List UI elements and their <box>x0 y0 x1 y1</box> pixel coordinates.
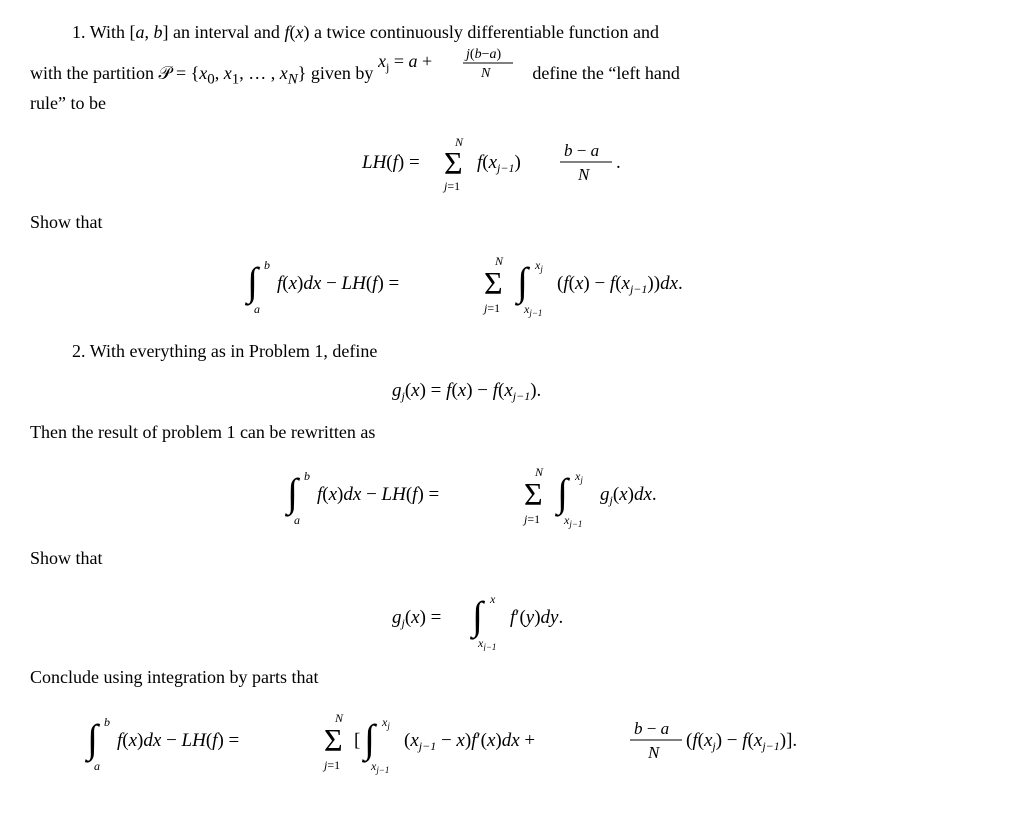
svg-text:(xj−1 − x)f′(x)dx +: (xj−1 − x)f′(x)dx + <box>404 730 535 753</box>
svg-text:j=1: j=1 <box>322 758 340 772</box>
svg-text:xj: xj <box>534 258 543 274</box>
svg-text:xj−1: xj−1 <box>477 636 496 651</box>
p1-show-that: Show that <box>30 210 994 235</box>
svg-text:f′(y)dy.: f′(y)dy. <box>510 607 563 628</box>
p2-show-that: Show that <box>30 546 994 571</box>
partition-P: 𝒫 = {x0, x1, … , xN} <box>158 63 306 83</box>
svg-text:∫: ∫ <box>469 593 486 640</box>
svg-text:∫: ∫ <box>554 470 571 517</box>
svg-text:LH(f) =: LH(f) = <box>361 152 420 173</box>
svg-text:xj: xj <box>574 469 583 485</box>
p1-given-by: given by <box>311 63 378 83</box>
svg-text:a: a <box>94 759 100 773</box>
svg-text:xj = a +: xj = a + <box>378 51 432 74</box>
interval: [a, b] <box>129 22 168 42</box>
p2-rewrite-text: Then the result of problem 1 can be rewr… <box>30 420 994 445</box>
svg-text:a: a <box>254 302 260 316</box>
svg-text:f(x)dx − LH(f) =: f(x)dx − LH(f) = <box>277 273 399 294</box>
svg-text:j(b−a): j(b−a) <box>464 47 501 62</box>
svg-text:N: N <box>647 743 661 762</box>
lh-def-display: LH(f) = N Σ j=1 f(xj−1) b − a N . <box>30 126 994 196</box>
fx: f(x) <box>284 22 309 42</box>
svg-text:∫: ∫ <box>284 470 301 517</box>
svg-text:gj(x) =: gj(x) = <box>392 607 441 630</box>
p2-intro-text: With everything as in Problem 1, define <box>90 341 378 361</box>
svg-text:xj−1: xj−1 <box>370 759 389 775</box>
p1-rule-to-be: rule” to be <box>30 93 106 113</box>
svg-text:x: x <box>489 592 496 606</box>
xj-def-inline: xj = a + j(b−a) N <box>378 63 533 83</box>
p1-text-b: an interval and <box>173 22 284 42</box>
svg-text:∫: ∫ <box>514 259 531 306</box>
problem1-intro: 1. With [a, b] an interval and f(x) a tw… <box>30 20 994 116</box>
svg-text:b − a: b − a <box>564 141 599 160</box>
problem2-number: 2. <box>72 341 86 361</box>
final-eq-display: ∫ b a f(x)dx − LH(f) = N Σ j=1 [ ∫ xj xj… <box>30 700 994 780</box>
problem2-intro: 2. With everything as in Problem 1, defi… <box>30 339 994 364</box>
svg-text:Σ: Σ <box>484 265 503 301</box>
p1-identity-display: ∫ b a f(x)dx − LH(f) = N Σ j=1 ∫ xj xj−1… <box>30 245 994 321</box>
svg-text:(f(x) − f(xj−1))dx.: (f(x) − f(xj−1))dx. <box>557 273 683 296</box>
svg-text:b: b <box>304 469 310 483</box>
svg-text:b: b <box>264 258 270 272</box>
svg-text:Σ: Σ <box>524 476 543 512</box>
svg-text:(f(xj) − f(xj−1)].: (f(xj) − f(xj−1)]. <box>686 730 797 753</box>
svg-text:a: a <box>294 513 300 527</box>
p1-text-c: a twice continuously differentiable func… <box>314 22 659 42</box>
p2-rewrite-display: ∫ b a f(x)dx − LH(f) = N Σ j=1 ∫ xj xj−1… <box>30 456 994 532</box>
svg-text:∫: ∫ <box>84 716 101 763</box>
svg-text:f(xj−1): f(xj−1) <box>477 152 521 175</box>
svg-text:∫: ∫ <box>244 259 261 306</box>
svg-text:N: N <box>480 66 491 79</box>
svg-text:[: [ <box>354 730 360 751</box>
p1-text-a: With <box>90 22 130 42</box>
svg-text:j=1: j=1 <box>442 179 460 193</box>
svg-text:Σ: Σ <box>444 145 463 181</box>
svg-text:b − a: b − a <box>634 719 669 738</box>
problem1-number: 1. <box>72 22 86 42</box>
p1-line2a: with the partition <box>30 63 158 83</box>
svg-text:∫: ∫ <box>361 716 378 763</box>
svg-text:j=1: j=1 <box>482 301 500 315</box>
p2-conclude-text: Conclude using integration by parts that <box>30 665 994 690</box>
gj-def-display: gj(x) = f(x) − f(xj−1). <box>30 374 994 406</box>
svg-text:f(x)dx − LH(f) =: f(x)dx − LH(f) = <box>117 730 239 751</box>
svg-text:b: b <box>104 715 110 729</box>
svg-text:f(x)dx − LH(f) =: f(x)dx − LH(f) = <box>317 484 439 505</box>
svg-text:gj(x) = f(x) − f(xj−1).: gj(x) = f(x) − f(xj−1). <box>392 380 541 403</box>
svg-text:N: N <box>577 165 591 184</box>
svg-text:.: . <box>616 152 621 173</box>
svg-text:gj(x)dx.: gj(x)dx. <box>600 484 657 507</box>
svg-text:Σ: Σ <box>324 722 343 758</box>
p1-define: define the “left hand <box>532 63 679 83</box>
svg-text:j=1: j=1 <box>522 512 540 526</box>
svg-text:xj−1: xj−1 <box>523 302 542 318</box>
gj-int-display: gj(x) = ∫ x xj−1 f′(y)dy. <box>30 581 994 651</box>
svg-text:xj: xj <box>381 715 390 731</box>
svg-text:xj−1: xj−1 <box>563 513 582 529</box>
